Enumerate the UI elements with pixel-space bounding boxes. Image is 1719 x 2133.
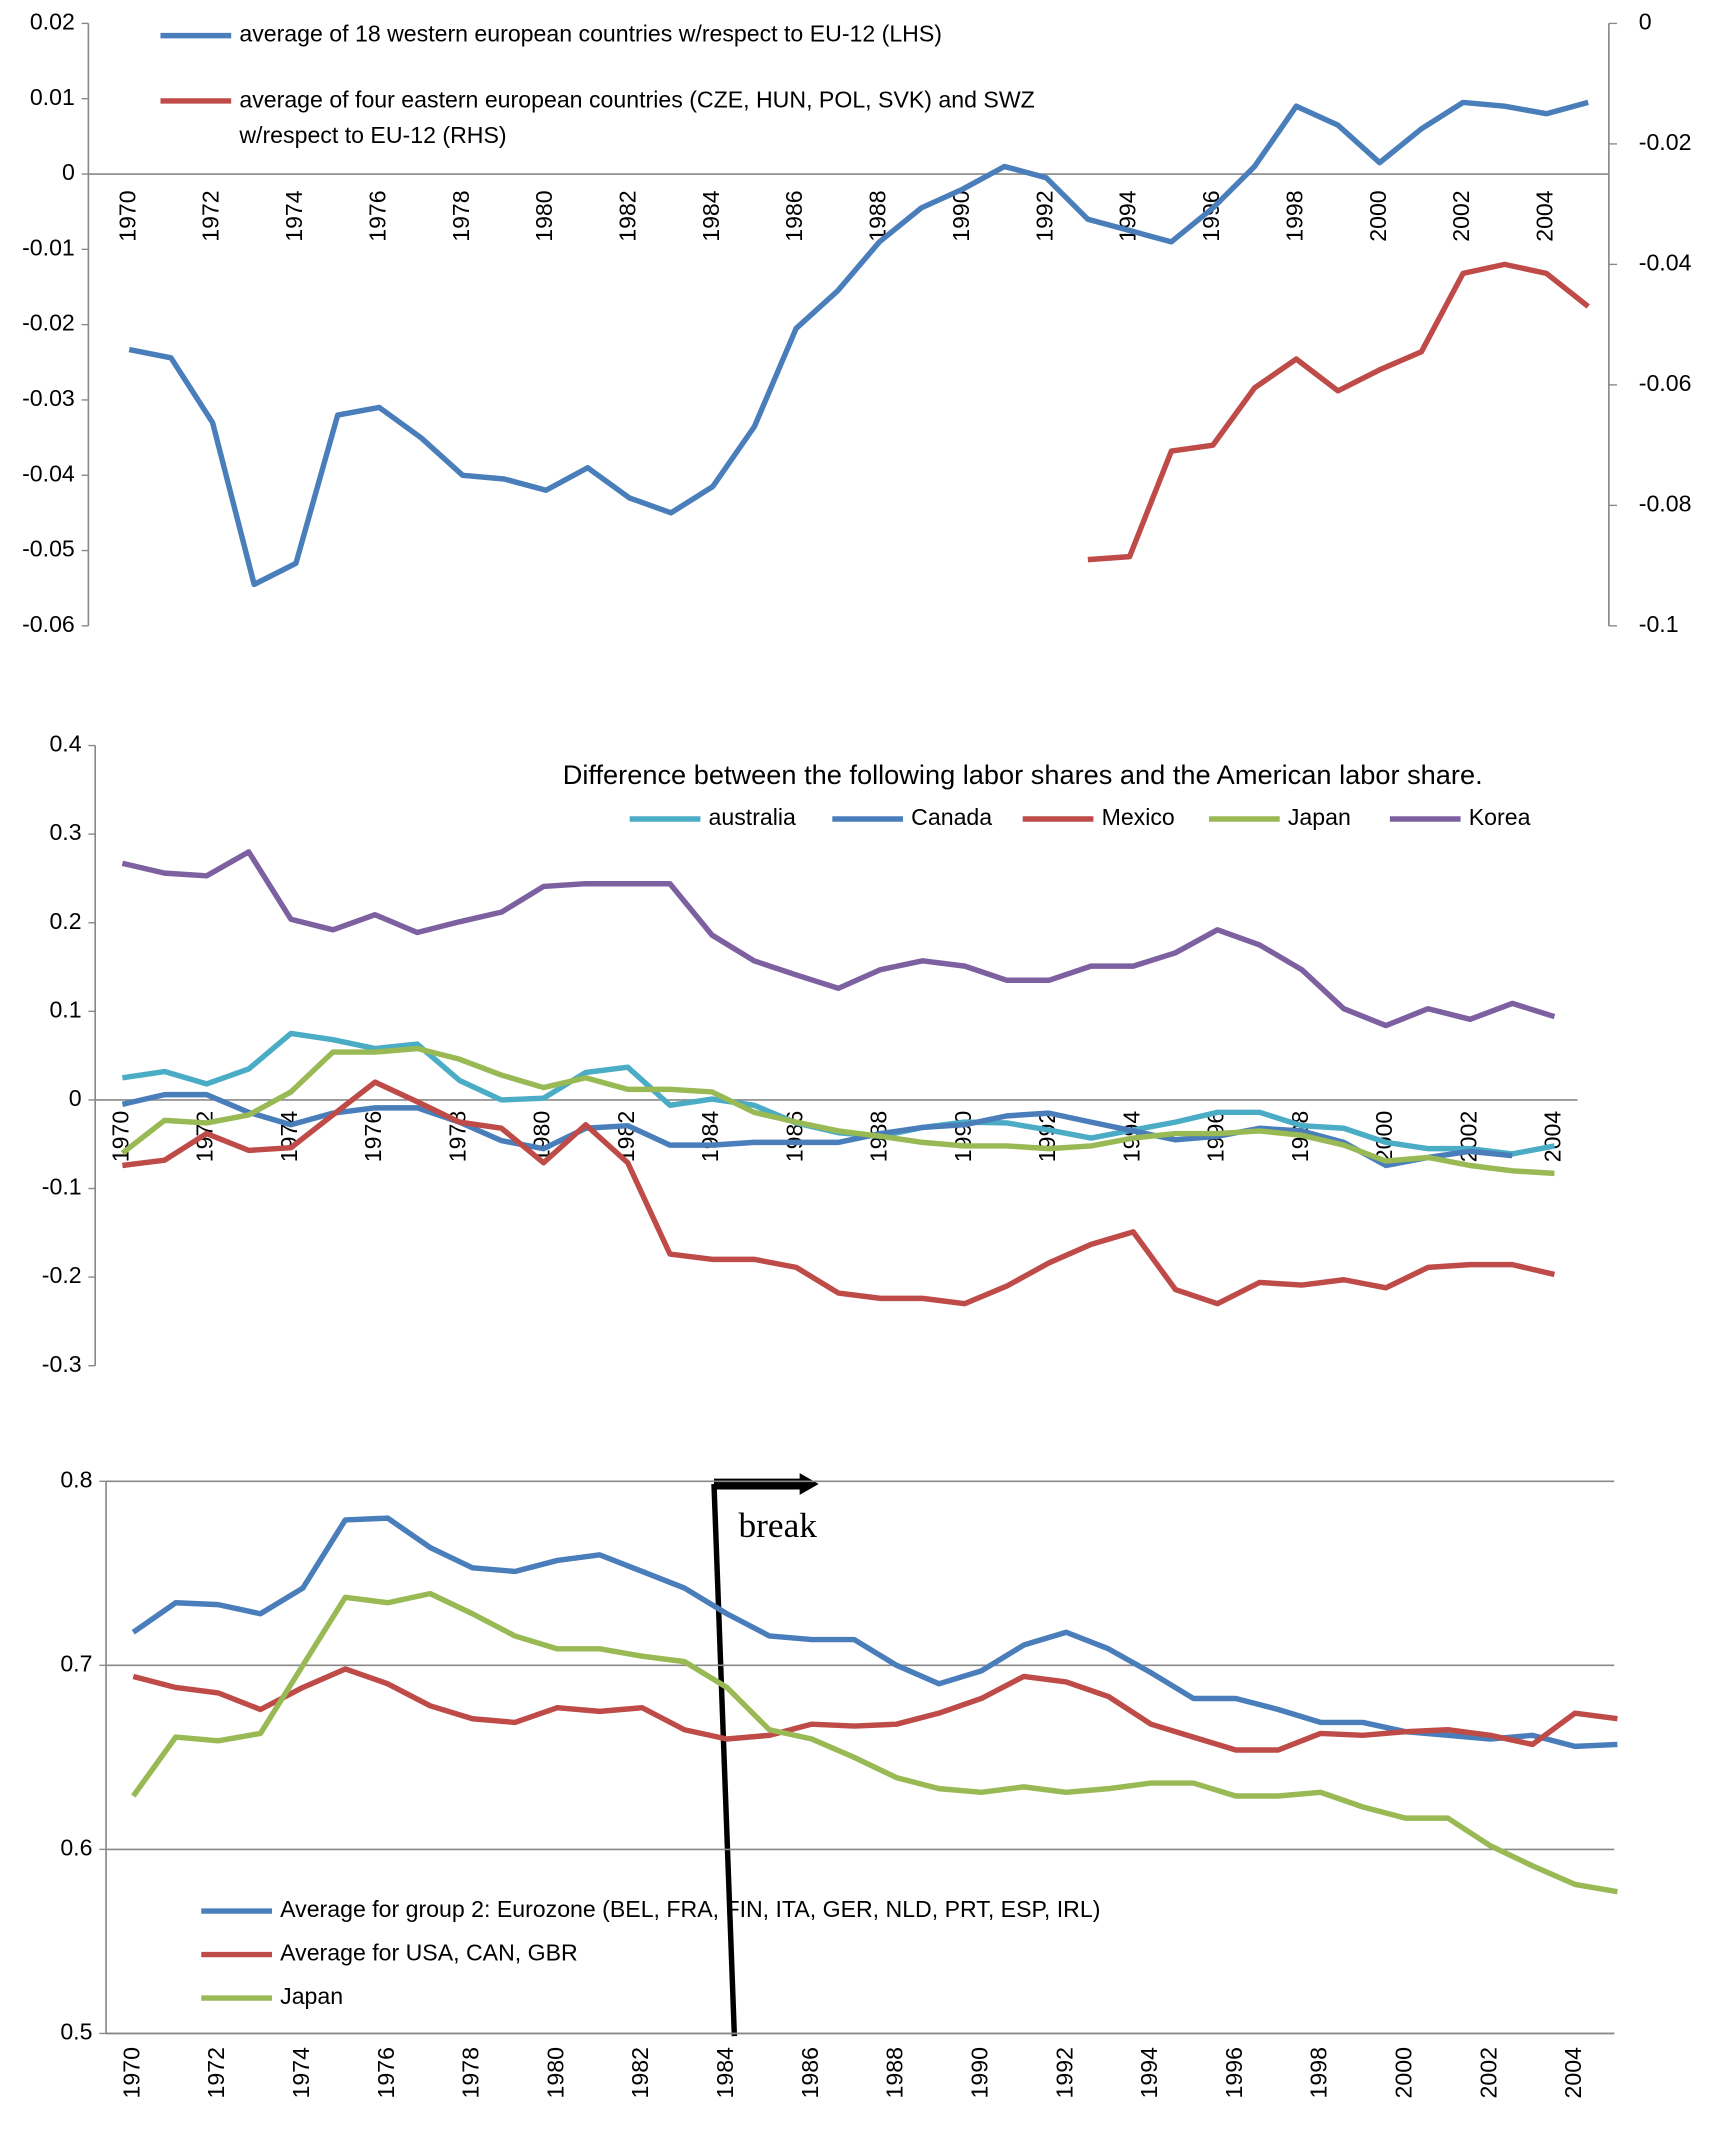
legend-label: Average for group 2: Eurozone (BEL, FRA,… [280,1896,1100,1922]
x-tick-label: 1980 [542,2047,568,2098]
x-tick-label: 1970 [108,1111,134,1162]
x-tick-label: 1978 [448,190,474,241]
x-tick-label: 1990 [950,1111,976,1162]
x-tick-label: 1998 [1306,2047,1332,2098]
y-tick-label: 0.6 [60,1834,92,1860]
y-tick-label: -0.05 [22,536,75,562]
chart-title: Difference between the following labor s… [563,759,1483,790]
series-line [132,1666,1618,1753]
x-tick-label: 2002 [1475,2047,1501,2098]
x-tick-label: 1978 [458,2047,484,2098]
x-tick-label: 1982 [615,190,641,241]
x-tick-label: 1976 [360,1111,386,1162]
y-tick-label: 0.1 [49,996,81,1022]
x-tick-label: 1990 [948,190,974,241]
y-tick-label: 0.01 [30,84,75,110]
annotation: break [738,1505,817,1545]
x-tick-label: 1982 [627,2047,653,2098]
x-tick-label: 1992 [1034,1111,1060,1162]
legend-label: average of four eastern european countri… [239,87,1035,149]
legend-label-box: average of four eastern european countri… [239,87,1035,149]
x-tick-label: 1984 [697,1111,723,1163]
x-tick-label: 1974 [281,190,307,242]
y2-tick-label: -0.06 [1639,370,1692,396]
x-tick-label: 1986 [797,2047,823,2098]
x-tick-label: 1984 [712,2047,738,2099]
y-tick-label: -0.2 [42,1262,82,1288]
y-tick-label: 0.4 [49,731,81,757]
y-tick-label: 0.5 [60,2019,92,2045]
x-tick-label: 1986 [781,190,807,241]
y-tick-label: 0.8 [60,1466,92,1492]
x-tick-label: 2000 [1365,190,1391,241]
legend-label: Japan [280,1983,343,2009]
x-tick-label: 1972 [203,2047,229,2098]
x-tick-label: 1970 [118,2047,144,2098]
series-line [131,1590,1618,1895]
legend-label: Canada [911,804,992,830]
series-line [121,849,1556,1029]
legend-label: Average for USA, CAN, GBR [280,1940,578,1966]
x-tick-label: 1984 [698,190,724,242]
y-tick-label: -0.03 [22,385,75,411]
x-tick-label: 1974 [288,2047,314,2099]
x-tick-label: 2004 [1560,2047,1586,2099]
series-line [121,1091,1513,1169]
y2-tick-label: -0.08 [1639,490,1692,516]
legend-label: Korea [1469,804,1531,830]
x-tick-label: 1980 [531,190,557,241]
legend-label: average of 18 western european countries… [239,21,942,47]
y-tick-label: -0.01 [22,234,75,260]
x-tick-label: 2000 [1391,2047,1417,2098]
x-tick-label: 1988 [882,2047,908,2098]
x-tick-label: 2004 [1532,190,1558,242]
y-tick-label: -0.3 [42,1351,82,1377]
y2-tick-label: -0.02 [1639,129,1692,155]
y-tick-label: 0.7 [60,1650,92,1676]
y-tick-label: -0.1 [42,1174,82,1200]
series-line [131,1515,1618,1750]
x-tick-label: 1992 [1031,190,1057,241]
y-tick-label: -0.02 [22,310,75,336]
series-line [122,1079,1556,1307]
x-tick-label: 1970 [114,190,140,241]
y-tick-label: 0.3 [49,819,81,845]
x-tick-label: 2002 [1448,190,1474,241]
y-tick-label: -0.06 [22,611,75,637]
y2-tick-label: -0.04 [1639,250,1692,276]
y-tick-label: 0.2 [49,908,81,934]
x-tick-label: 1992 [1051,2047,1077,2098]
x-tick-label: 1972 [198,190,224,241]
y2-tick-label: -0.1 [1639,611,1679,637]
series-line [128,99,1589,588]
series-line [120,1045,1555,1177]
x-tick-label: 1994 [1136,2047,1162,2099]
legend-label: Japan [1288,804,1351,830]
x-tick-label: 1990 [966,2047,992,2098]
series-line [1087,261,1590,563]
x-tick-label: 1976 [373,2047,399,2098]
x-tick-label: 1974 [276,1111,302,1163]
y-tick-label: 0.02 [30,9,75,35]
x-tick-label: 1976 [364,190,390,241]
legend-label: Mexico [1102,804,1175,830]
break-arrow [711,1473,819,2037]
x-tick-label: 1996 [1221,2047,1247,2098]
y-tick-label: 0 [62,159,75,185]
y2-tick-label: 0 [1639,9,1652,35]
x-tick-label: 2004 [1540,1111,1566,1163]
y-tick-label: 0 [69,1085,82,1111]
legend-label: australia [709,804,796,830]
x-tick-label: 1998 [1281,190,1307,241]
y-tick-label: -0.04 [22,460,75,486]
